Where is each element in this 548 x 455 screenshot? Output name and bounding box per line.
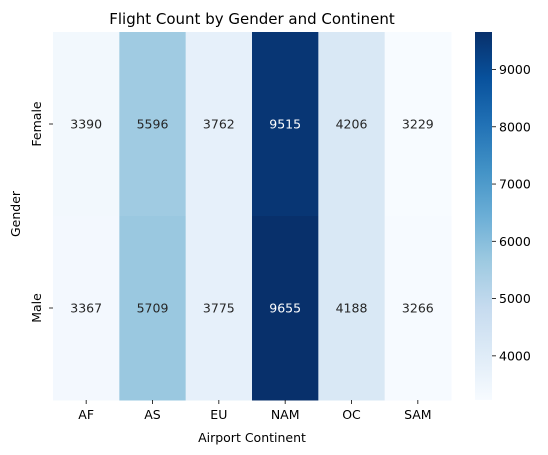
cell-value-label: 3775 bbox=[203, 301, 235, 316]
cell-value-label: 9655 bbox=[269, 301, 301, 316]
cell-value-label: 5596 bbox=[137, 117, 169, 132]
cell-value-label: 4188 bbox=[336, 301, 368, 316]
cell-value-label: 5709 bbox=[137, 301, 169, 316]
colorbar bbox=[475, 32, 492, 400]
colorbar-tick-label: 7000 bbox=[499, 177, 531, 192]
cell-value-label: 4206 bbox=[336, 117, 368, 132]
colorbar-tick-label: 9000 bbox=[499, 62, 531, 77]
x-tick-label: EU bbox=[210, 407, 227, 422]
colorbar-tick-label: 8000 bbox=[499, 119, 531, 134]
heatmap-cell-male-sam bbox=[384, 216, 452, 401]
y-axis-ticks: Female Male bbox=[29, 101, 53, 323]
heatmap-cell-male-oc bbox=[318, 216, 386, 401]
heatmap-cell-male-eu bbox=[185, 216, 253, 401]
cell-value-label: 3266 bbox=[402, 301, 434, 316]
cell-value-label: 3367 bbox=[70, 301, 102, 316]
heatmap-cell-female-sam bbox=[384, 32, 452, 217]
heatmap-cell-female-af bbox=[53, 32, 120, 217]
heatmap-cell-male-af bbox=[53, 216, 120, 401]
x-tick-label: SAM bbox=[404, 407, 432, 422]
heatmap-cell-female-oc bbox=[318, 32, 386, 217]
x-tick-label: AS bbox=[144, 407, 161, 422]
heatmap-cell-female-eu bbox=[185, 32, 253, 217]
cell-value-label: 3229 bbox=[402, 117, 434, 132]
heatmap-cells: 3390 5596 3762 9515 4206 3229 3367 5709 3775 9655… bbox=[53, 32, 452, 401]
heatmap-cell-male-nam bbox=[252, 216, 319, 401]
colorbar-tick-label: 5000 bbox=[499, 291, 531, 306]
x-axis-ticks: AF AS EU NAM OC SAM bbox=[78, 400, 432, 422]
colorbar-ticks: 4000 5000 6000 7000 8000 9000 bbox=[492, 62, 531, 363]
cell-value-label: 9515 bbox=[269, 117, 301, 132]
cell-value-label: 3390 bbox=[70, 117, 102, 132]
colorbar-tick-label: 6000 bbox=[499, 234, 531, 249]
chart-title: Flight Count by Gender and Continent bbox=[109, 10, 395, 28]
x-tick-label: OC bbox=[342, 407, 361, 422]
y-tick-label: Male bbox=[29, 293, 44, 323]
heatmap-cell-male-as bbox=[119, 216, 187, 401]
x-axis-label: Airport Continent bbox=[198, 430, 306, 445]
y-tick-label: Female bbox=[29, 101, 44, 147]
colorbar-tick-label: 4000 bbox=[499, 348, 531, 363]
cell-value-label: 3762 bbox=[203, 117, 235, 132]
heatmap-cell-female-nam bbox=[252, 32, 319, 217]
x-tick-label: AF bbox=[78, 407, 94, 422]
heatmap-cell-female-as bbox=[119, 32, 187, 217]
y-axis-label: Gender bbox=[8, 190, 23, 237]
x-tick-label: NAM bbox=[271, 407, 300, 422]
